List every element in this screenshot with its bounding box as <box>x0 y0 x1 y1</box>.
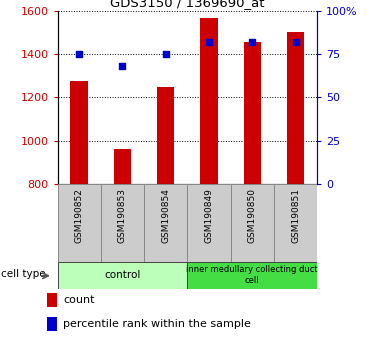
Bar <box>287 32 304 184</box>
Title: GDS3150 / 1369690_at: GDS3150 / 1369690_at <box>110 0 265 10</box>
Bar <box>47 317 57 331</box>
Bar <box>47 293 57 307</box>
Bar <box>58 262 187 289</box>
Bar <box>70 81 88 184</box>
Bar <box>58 184 101 262</box>
Bar <box>114 149 131 184</box>
Bar <box>187 184 231 262</box>
Text: count: count <box>63 295 94 306</box>
Text: control: control <box>104 270 141 280</box>
Text: GSM190853: GSM190853 <box>118 188 127 243</box>
Point <box>163 51 169 57</box>
Text: GSM190849: GSM190849 <box>204 188 213 243</box>
Point <box>119 63 125 69</box>
Bar <box>200 18 218 184</box>
Text: cell type: cell type <box>1 269 46 279</box>
Text: inner medullary collecting duct
cell: inner medullary collecting duct cell <box>187 265 318 285</box>
Point <box>76 51 82 57</box>
Point <box>206 39 212 45</box>
Text: GSM190854: GSM190854 <box>161 188 170 243</box>
Bar <box>187 262 317 289</box>
Bar <box>231 184 274 262</box>
Bar <box>244 42 261 184</box>
Text: GSM190851: GSM190851 <box>291 188 300 243</box>
Point <box>249 39 255 45</box>
Text: percentile rank within the sample: percentile rank within the sample <box>63 319 251 329</box>
Bar <box>144 184 187 262</box>
Text: GSM190852: GSM190852 <box>75 188 83 243</box>
Point <box>293 39 299 45</box>
Bar <box>157 86 174 184</box>
Bar <box>101 184 144 262</box>
Text: GSM190850: GSM190850 <box>248 188 257 243</box>
Bar <box>274 184 317 262</box>
